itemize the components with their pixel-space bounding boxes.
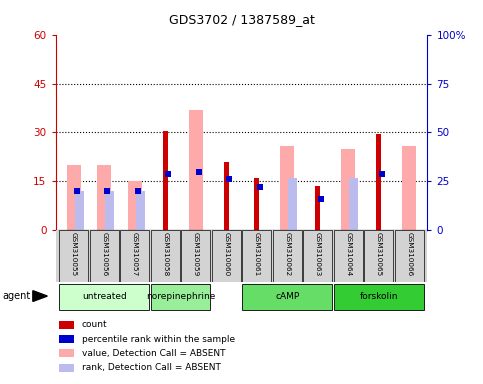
Text: percentile rank within the sample: percentile rank within the sample xyxy=(82,334,235,344)
Bar xyxy=(224,162,229,230)
Text: norepinephrine: norepinephrine xyxy=(146,292,215,301)
Polygon shape xyxy=(33,291,47,301)
Text: GDS3702 / 1387589_at: GDS3702 / 1387589_at xyxy=(169,13,314,26)
Bar xyxy=(151,230,180,282)
Bar xyxy=(189,110,203,230)
Text: value, Detection Call = ABSENT: value, Detection Call = ABSENT xyxy=(82,349,225,358)
Bar xyxy=(90,230,119,282)
Text: GSM310065: GSM310065 xyxy=(376,232,382,276)
Bar xyxy=(364,230,393,282)
Bar xyxy=(341,149,355,230)
Bar xyxy=(395,230,424,282)
Text: rank, Detection Call = ABSENT: rank, Detection Call = ABSENT xyxy=(82,363,220,372)
Bar xyxy=(303,230,332,282)
Bar xyxy=(75,191,84,230)
Text: GSM310058: GSM310058 xyxy=(162,232,168,276)
Text: GSM310059: GSM310059 xyxy=(193,232,199,276)
Bar xyxy=(349,177,358,230)
Bar xyxy=(67,165,81,230)
Bar xyxy=(59,349,74,357)
Bar xyxy=(376,134,382,230)
Bar xyxy=(254,178,259,230)
Bar xyxy=(59,335,74,343)
Text: GSM310060: GSM310060 xyxy=(223,232,229,276)
Bar xyxy=(242,284,332,310)
Bar xyxy=(272,230,302,282)
Bar xyxy=(280,146,294,230)
Text: cAMP: cAMP xyxy=(275,292,299,301)
Text: forskolin: forskolin xyxy=(359,292,398,301)
Text: agent: agent xyxy=(2,291,30,301)
Bar xyxy=(120,230,149,282)
Text: GSM310063: GSM310063 xyxy=(315,232,321,276)
Text: GSM310066: GSM310066 xyxy=(406,232,412,276)
Bar xyxy=(136,191,145,230)
Bar xyxy=(151,284,211,310)
Bar xyxy=(59,364,74,372)
Bar xyxy=(59,321,74,329)
Text: GSM310056: GSM310056 xyxy=(101,232,107,276)
Text: GSM310064: GSM310064 xyxy=(345,232,351,276)
Bar xyxy=(59,284,149,310)
Bar xyxy=(98,165,111,230)
Bar xyxy=(105,191,114,230)
Text: untreated: untreated xyxy=(82,292,127,301)
Bar xyxy=(163,131,168,230)
Bar xyxy=(334,284,424,310)
Bar xyxy=(315,186,320,230)
Text: count: count xyxy=(82,320,107,329)
Bar xyxy=(288,177,298,230)
Bar xyxy=(402,146,416,230)
Text: GSM310061: GSM310061 xyxy=(254,232,260,276)
Text: GSM310057: GSM310057 xyxy=(132,232,138,276)
Text: GSM310062: GSM310062 xyxy=(284,232,290,276)
Bar xyxy=(242,230,271,282)
Bar xyxy=(181,230,211,282)
Bar xyxy=(128,182,142,230)
Bar xyxy=(334,230,363,282)
Text: GSM310055: GSM310055 xyxy=(71,232,77,276)
Bar xyxy=(212,230,241,282)
Bar xyxy=(59,230,88,282)
